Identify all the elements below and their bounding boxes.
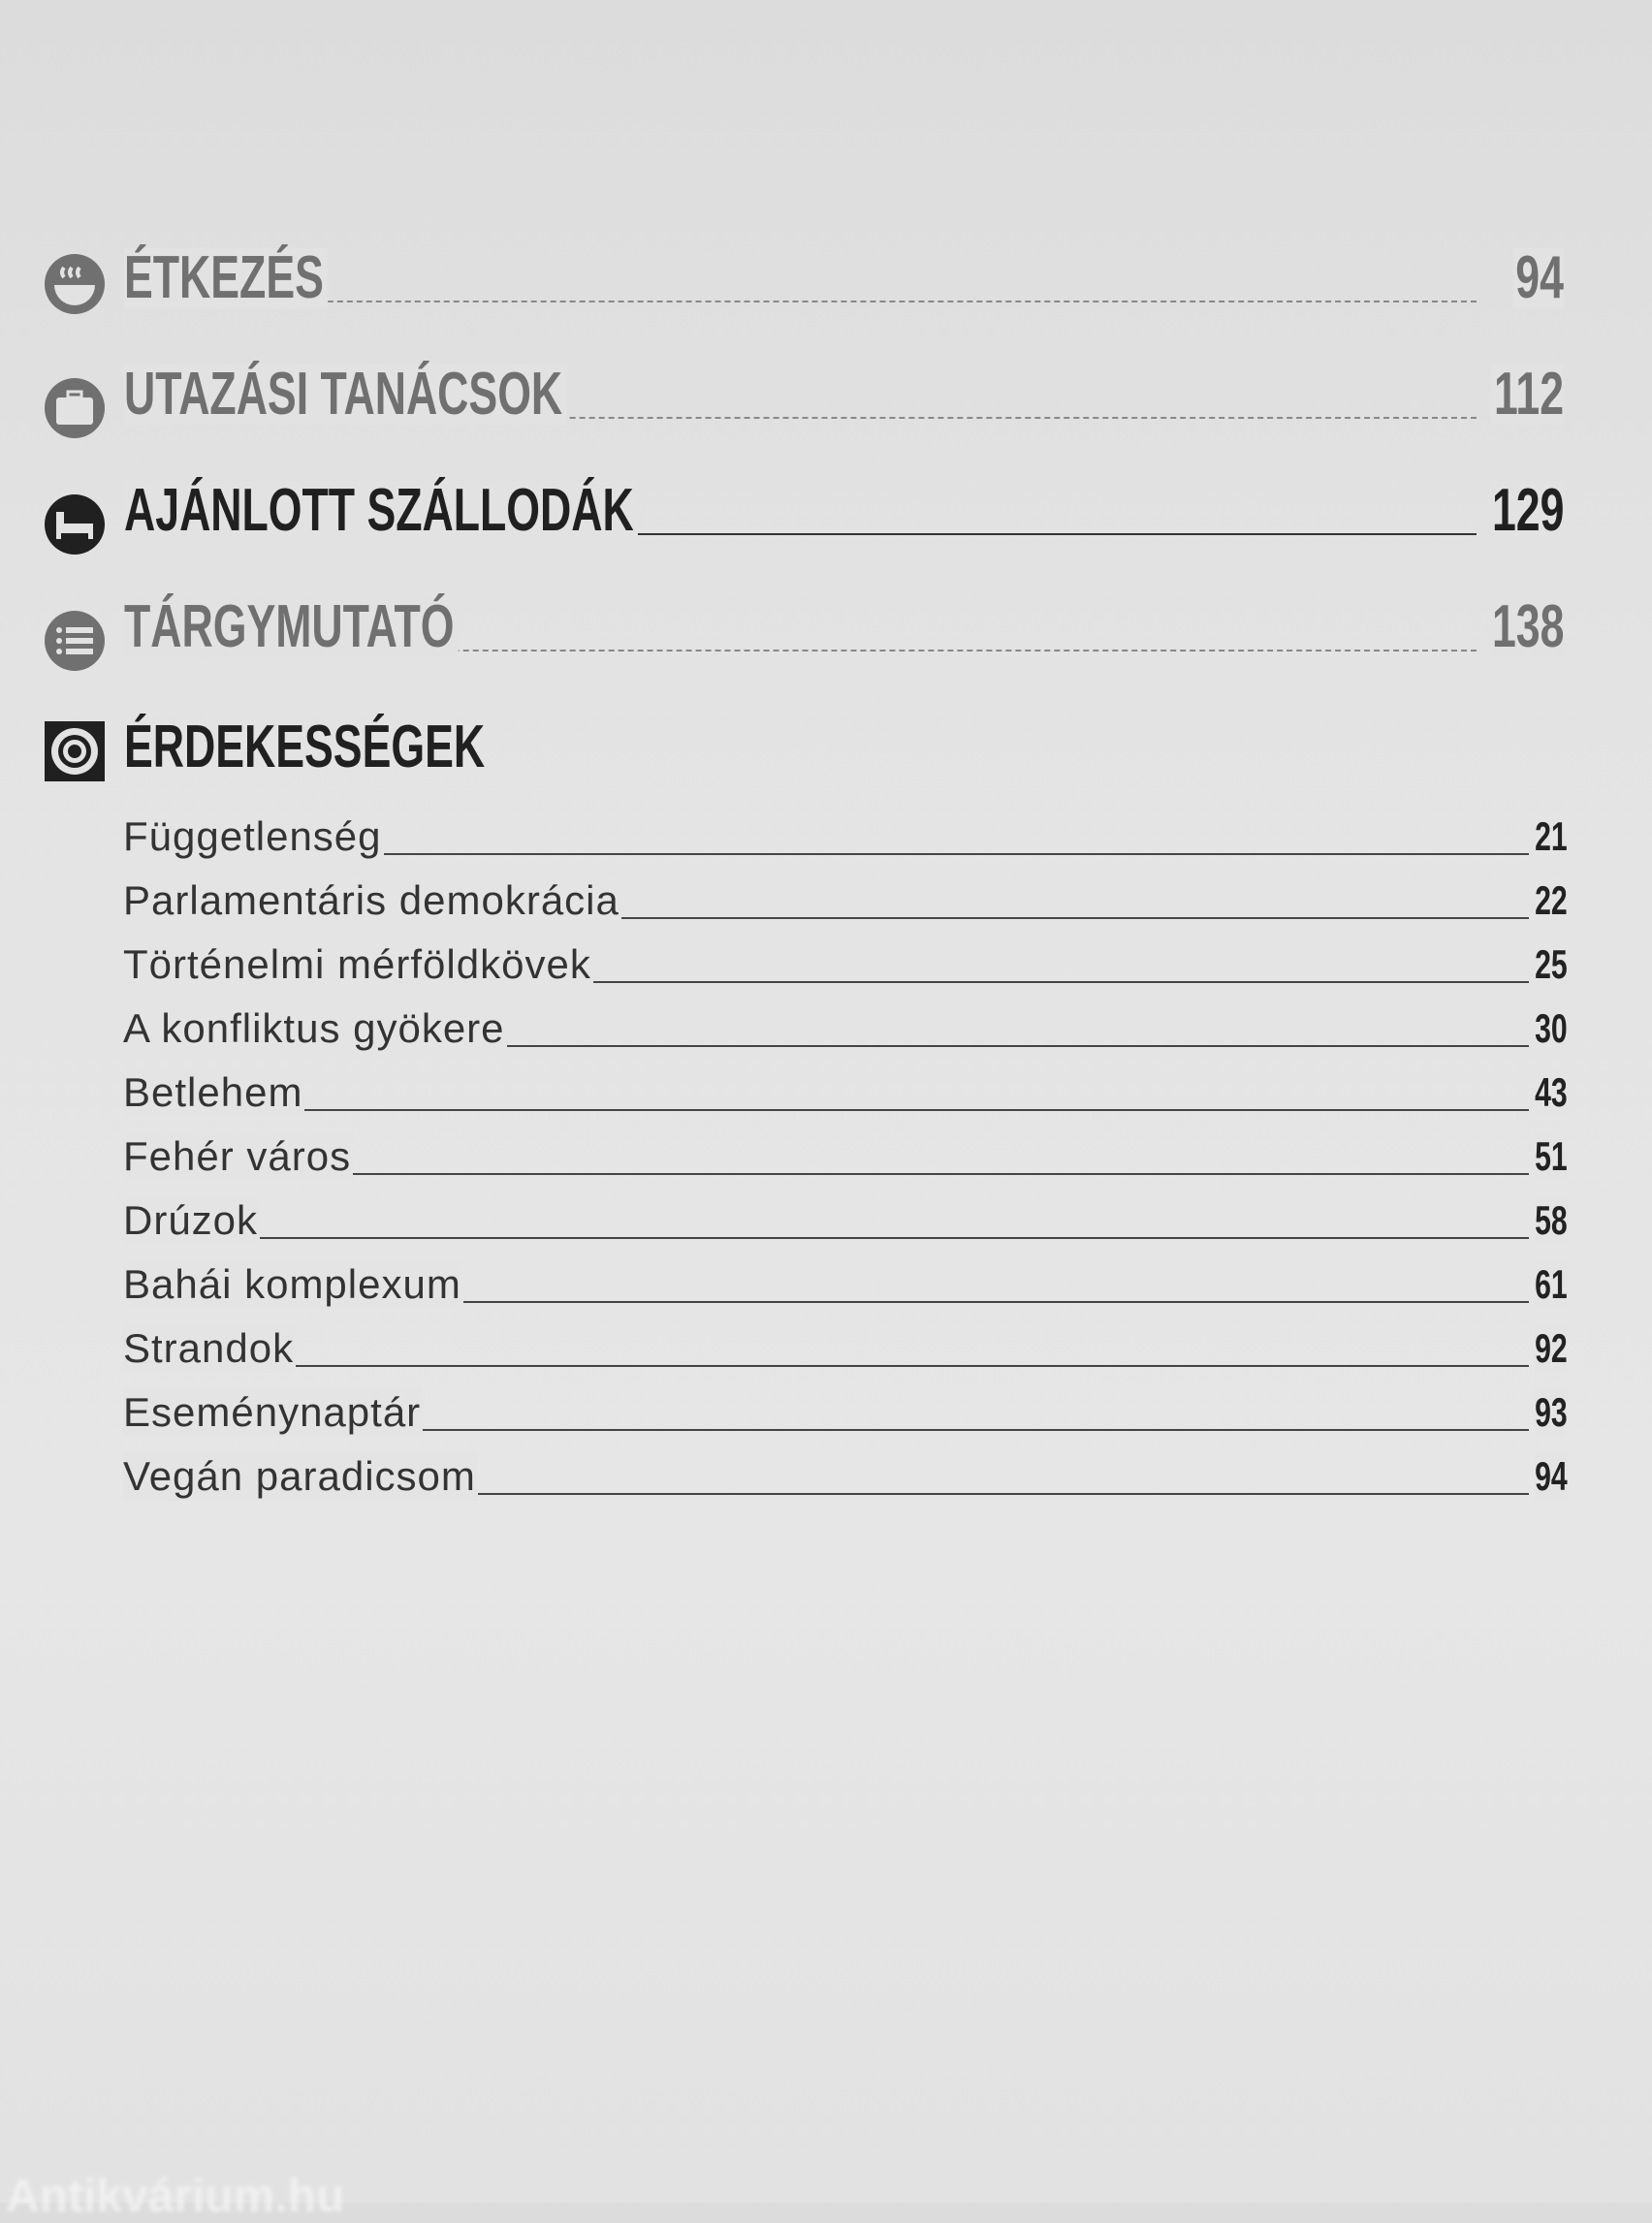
toc-entry-targymutato[interactable]: TÁRGYMUTATÓ 138 [124, 597, 1564, 657]
leader-line [123, 1045, 1529, 1047]
entry-label: Betlehem [123, 1068, 305, 1117]
highlight-entry[interactable]: A konfliktus gyökere 30 [123, 1004, 1568, 1053]
section-title: UTAZÁSI TANÁCSOK [124, 365, 567, 425]
entry-label: Strandok [123, 1324, 297, 1373]
leader-line [123, 1493, 1529, 1495]
toc-entry-utazasi-tanacsok[interactable]: UTAZÁSI TANÁCSOK 112 [124, 365, 1564, 425]
entry-label: A konfliktus gyökere [123, 1004, 507, 1053]
leader-line [124, 301, 1477, 302]
page-number: 30 [1535, 1004, 1568, 1053]
leader-line [124, 650, 1477, 651]
section-title: AJÁNLOTT SZÁLLODÁK [124, 481, 639, 541]
page-number: 94 [1535, 1452, 1568, 1501]
highlights-title: ÉRDEKESSÉGEK [124, 714, 486, 780]
leader-line [123, 917, 1529, 919]
page-number: 92 [1535, 1324, 1568, 1373]
page-number: 94 [1512, 248, 1564, 308]
page-number: 51 [1535, 1132, 1568, 1181]
page-number: 25 [1535, 940, 1568, 989]
list-icon [45, 611, 105, 671]
entry-label: Drúzok [123, 1196, 261, 1245]
toc-entry-ajanlott-szallodak[interactable]: AJÁNLOTT SZÁLLODÁK 129 [124, 481, 1564, 541]
highlight-entry[interactable]: Drúzok 58 [123, 1196, 1568, 1245]
leader-line [123, 1109, 1529, 1111]
page-number: 21 [1535, 812, 1568, 861]
leader-line [123, 1237, 1529, 1239]
leader-line [123, 853, 1529, 855]
leader-line [123, 1173, 1529, 1175]
suitcase-icon [45, 378, 105, 438]
highlight-entry[interactable]: Strandok 92 [123, 1324, 1568, 1373]
highlight-entry[interactable]: Függetlenség 21 [123, 812, 1568, 861]
entry-label: Bahái komplexum [123, 1260, 463, 1309]
page-number: 61 [1535, 1260, 1568, 1309]
target-icon [45, 721, 105, 781]
section-title: ÉTKEZÉS [124, 248, 329, 308]
toc-entry-etkezes[interactable]: ÉTKEZÉS 94 [124, 248, 1564, 308]
entry-label: Történelmi mérföldkövek [123, 940, 593, 989]
highlight-entry[interactable]: Bahái komplexum 61 [123, 1260, 1568, 1309]
section-title: TÁRGYMUTATÓ [124, 597, 459, 657]
page-number: 129 [1488, 481, 1564, 541]
watermark: Antikvárium.hu [6, 2171, 345, 2222]
entry-label: Függetlenség [123, 812, 384, 861]
highlight-entry[interactable]: Vegán paradicsom 94 [123, 1452, 1568, 1501]
leader-line [124, 533, 1477, 535]
food-bowl-icon [45, 254, 105, 314]
page-number: 138 [1488, 597, 1564, 657]
bed-icon [45, 494, 105, 555]
highlight-entry[interactable]: Parlamentáris demokrácia 22 [123, 876, 1568, 925]
leader-line [123, 1301, 1529, 1303]
entry-label: Parlamentáris demokrácia [123, 876, 621, 925]
page-number: 22 [1535, 876, 1568, 925]
highlight-entry[interactable]: Fehér város 51 [123, 1132, 1568, 1181]
highlight-entry[interactable]: Betlehem 43 [123, 1068, 1568, 1117]
entry-label: Fehér város [123, 1132, 354, 1181]
highlight-entry[interactable]: Eseménynaptár 93 [123, 1388, 1568, 1437]
page-number: 43 [1535, 1068, 1568, 1117]
entry-label: Vegán paradicsom [123, 1452, 478, 1501]
page-number: 93 [1535, 1388, 1568, 1437]
page-number: 112 [1491, 365, 1564, 425]
leader-line [123, 1365, 1529, 1367]
entry-label: Eseménynaptár [123, 1388, 424, 1437]
highlight-entry[interactable]: Történelmi mérföldkövek 25 [123, 940, 1568, 989]
highlights-heading: ÉRDEKESSÉGEK [124, 714, 1564, 780]
page-number: 58 [1535, 1196, 1568, 1245]
leader-line [124, 417, 1477, 419]
leader-line [123, 981, 1529, 983]
leader-line [123, 1429, 1529, 1431]
